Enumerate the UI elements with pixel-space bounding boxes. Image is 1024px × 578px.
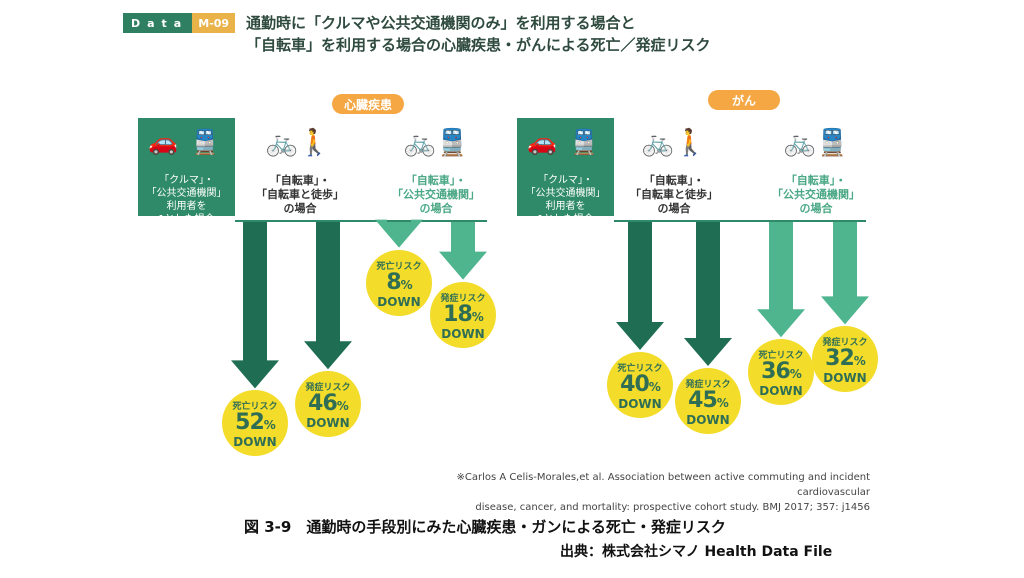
train-icon: 🚆	[816, 128, 849, 158]
group-header-bike-walk: 「自転車」・ 「自転車と徒歩」 の場合	[256, 174, 344, 215]
risk-arrow	[439, 222, 487, 280]
group-header-bike-walk: 「自転車」・ 「自転車と徒歩」 の場合	[630, 174, 718, 215]
title-line-1: 通勤時に「クルマや公共交通機関のみ」を利用する場合と	[246, 14, 636, 32]
citation-line-1: ※Carlos A Celis-Morales,et al. Associati…	[456, 472, 871, 498]
risk-arrow	[616, 222, 664, 350]
risk-label: 発症リスク	[685, 380, 731, 390]
risk-value-circle: 発症リスク 46% DOWN	[295, 371, 361, 438]
down-label: DOWN	[233, 435, 277, 450]
risk-label: 発症リスク	[305, 383, 351, 394]
figure-caption: 図 3-9 通勤時の手段別にみた心臓疾患・ガンによる死亡・発症リスク	[244, 518, 726, 536]
train-icon: 🚆	[569, 128, 599, 156]
risk-label: 死亡リスク	[232, 402, 278, 413]
down-label: DOWN	[686, 413, 730, 427]
down-label: DOWN	[759, 384, 803, 399]
risk-arrow	[231, 222, 279, 389]
risk-label: 発症リスク	[440, 293, 486, 304]
risk-arrow	[304, 222, 352, 370]
train-icon: 🚆	[436, 128, 469, 158]
risk-label: 死亡リスク	[617, 364, 663, 374]
risk-value: 8%	[386, 269, 413, 295]
risk-value: 18%	[443, 301, 484, 327]
citation-line-2: disease, cancer, and mortality: prospect…	[475, 502, 870, 513]
percent-unit: %	[471, 309, 484, 324]
down-label: DOWN	[618, 397, 662, 411]
icon-group-bike-transit: 🚲🚆	[396, 128, 476, 158]
percent-unit: %	[263, 418, 276, 433]
badge-data-label: Data	[123, 13, 193, 33]
bicycle-icon: 🚲	[641, 128, 674, 158]
bicycle-icon: 🚲	[783, 128, 816, 158]
risk-arrow	[821, 222, 869, 325]
walker-icon: 🚶	[298, 128, 331, 158]
risk-label: 死亡リスク	[758, 351, 804, 362]
percent-unit: %	[648, 380, 661, 394]
icon-group-bike-transit: 🚲🚆	[776, 128, 856, 158]
baseline-heart	[235, 220, 487, 222]
icon-group-bike-walk: 🚲🚶	[634, 128, 714, 158]
data-badge: Data M-09	[123, 13, 236, 33]
risk-arrow	[684, 222, 732, 366]
percent-unit: %	[716, 396, 729, 410]
citation: ※Carlos A Celis-Morales,et al. Associati…	[400, 470, 871, 515]
risk-value: 32%	[825, 346, 866, 372]
icon-group-bike-walk: 🚲🚶	[258, 128, 338, 158]
risk-label: 死亡リスク	[376, 261, 422, 272]
risk-label: 発症リスク	[822, 338, 868, 349]
panel-label-cancer: がん	[708, 90, 780, 110]
risk-value-circle: 発症リスク 45% DOWN	[675, 368, 741, 434]
risk-value-circle: 死亡リスク 36% DOWN	[748, 339, 814, 406]
risk-value: 40%	[620, 372, 661, 397]
reference-box-cancer: 🚗 🚆 「クルマ」・ 「公共交通機関」 利用者を 1とした場合	[517, 118, 614, 225]
car-icon: 🚗	[148, 128, 178, 156]
down-label: DOWN	[377, 294, 421, 309]
percent-unit: %	[336, 399, 349, 414]
percent-unit: %	[853, 354, 866, 369]
group-header-bike-transit: 「自転車」・ 「公共交通機関」 の場合	[392, 174, 480, 215]
risk-arrow	[757, 222, 805, 338]
bicycle-icon: 🚲	[403, 128, 436, 158]
percent-unit: %	[400, 277, 413, 292]
down-label: DOWN	[441, 326, 485, 341]
risk-arrow	[375, 219, 423, 248]
risk-value-circle: 死亡リスク 8% DOWN	[366, 249, 432, 316]
walker-icon: 🚶	[674, 128, 707, 158]
badge-code-label: M-09	[192, 13, 236, 33]
down-label: DOWN	[823, 371, 867, 386]
risk-value: 52%	[235, 410, 276, 436]
reference-box-heart: 🚗 🚆 「クルマ」・ 「公共交通機関」 利用者を 1とした場合	[138, 118, 235, 225]
train-icon: 🚆	[190, 128, 220, 156]
reference-label: 「クルマ」・ 「公共交通機関」 利用者を 1とした場合	[146, 175, 227, 225]
bicycle-icon: 🚲	[265, 128, 298, 158]
figure-source: 出典：株式会社シマノ Health Data File	[560, 544, 833, 560]
baseline-cancer	[614, 220, 866, 222]
title-line-2: 「自転車」を利用する場合の心臓疾患・がんによる死亡／発症リスク	[246, 36, 711, 54]
down-label: DOWN	[306, 416, 350, 431]
risk-value: 36%	[761, 359, 802, 385]
risk-value: 46%	[308, 391, 349, 417]
reference-label: 「クルマ」・ 「公共交通機関」 利用者を 1とした場合	[525, 175, 606, 225]
panel-label-heart: 心臓疾患	[332, 94, 404, 114]
risk-value-circle: 死亡リスク 52% DOWN	[222, 390, 288, 457]
group-header-bike-transit: 「自転車」・ 「公共交通機関」 の場合	[772, 174, 860, 215]
risk-value-circle: 死亡リスク 40% DOWN	[607, 352, 673, 418]
risk-value-circle: 発症リスク 18% DOWN	[430, 281, 496, 348]
car-icon: 🚗	[527, 128, 557, 156]
percent-unit: %	[789, 367, 802, 382]
risk-value-circle: 発症リスク 32% DOWN	[812, 326, 878, 393]
risk-value: 45%	[688, 388, 729, 413]
